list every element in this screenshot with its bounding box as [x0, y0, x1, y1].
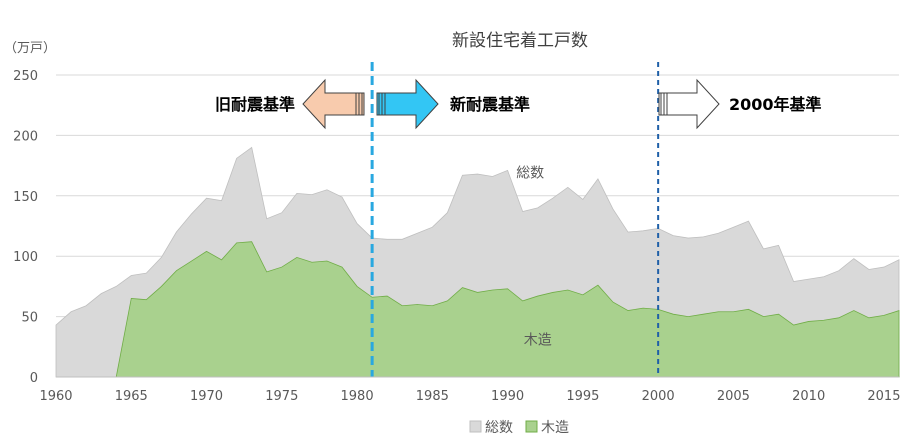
- era-label-2000: 2000年基準: [729, 95, 822, 114]
- y-tick-label: 200: [13, 129, 38, 144]
- area-series: [55, 146, 900, 378]
- legend-swatch-0: [469, 420, 482, 433]
- era-arrows: 旧耐震基準 新耐震基準 2000年基準: [215, 78, 822, 130]
- y-tick-label: 150: [13, 190, 38, 205]
- x-tick-label: 1960: [39, 389, 72, 404]
- x-tick-label: 2010: [792, 389, 825, 404]
- area-wooden: [115, 241, 900, 378]
- era-label-old: 旧耐震基準: [215, 95, 295, 114]
- arrow-old-standard: [302, 78, 365, 130]
- era-label-new: 新耐震基準: [450, 95, 530, 114]
- series-label-1: 木造: [524, 332, 552, 348]
- x-tick-label: 1965: [115, 389, 148, 404]
- legend: 総数 木造: [469, 420, 569, 436]
- y-tick-label: 250: [13, 69, 38, 84]
- x-tick-label: 2005: [717, 389, 750, 404]
- legend-label-1: 木造: [541, 420, 569, 436]
- legend-swatch-1: [525, 420, 538, 433]
- arrow-body: [658, 78, 720, 130]
- legend-label-0: 総数: [485, 420, 513, 436]
- chart-title: 新設住宅着工戸数: [452, 31, 588, 51]
- arrow-body: [302, 78, 365, 130]
- x-tick-label: 2015: [867, 389, 900, 404]
- x-tick-label: 1975: [265, 389, 298, 404]
- axes: 0 50 100 150 200 250 1960 1965 1970 1975 1980 1985 1…: [13, 69, 900, 404]
- x-tick-label: 1995: [566, 389, 599, 404]
- y-axis-label: （万戸）: [4, 41, 56, 56]
- series-label-0: 総数: [516, 166, 544, 182]
- arrow-body: [376, 78, 439, 130]
- era-divider-lines: [370, 62, 660, 377]
- y-tick-label: 100: [13, 250, 38, 265]
- x-tick-label: 1985: [416, 389, 449, 404]
- y-tick-label: 50: [21, 311, 38, 326]
- x-tick-label: 2000: [642, 389, 675, 404]
- x-tick-label: 1980: [341, 389, 374, 404]
- arrow-new-standard: [376, 78, 439, 130]
- x-tick-label: 1990: [491, 389, 524, 404]
- x-tick-label: 1970: [190, 389, 223, 404]
- y-tick-label: 0: [30, 371, 38, 386]
- arrow-2000-standard: [658, 78, 720, 130]
